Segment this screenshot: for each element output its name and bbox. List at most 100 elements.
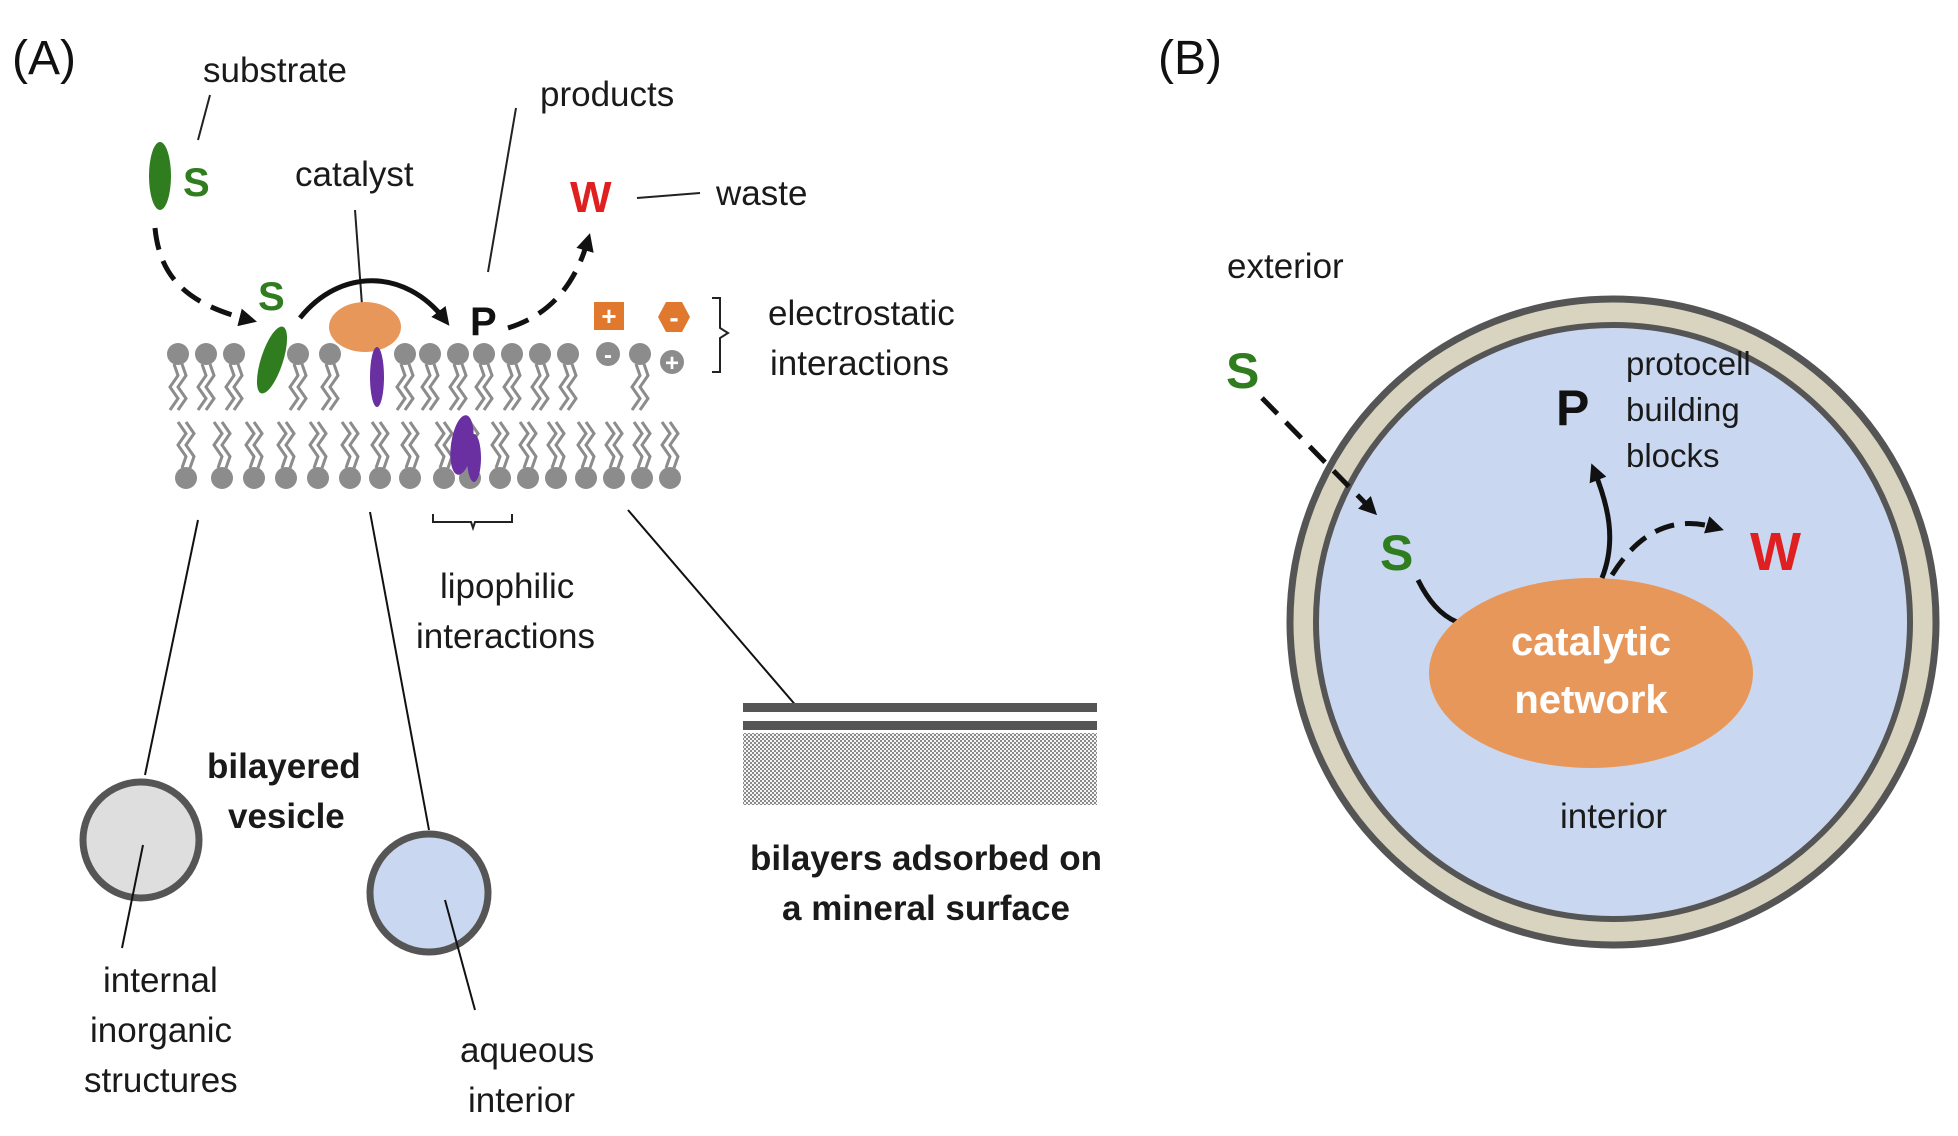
catalyst-anchor <box>370 347 384 407</box>
lipophilic-molecule-2 <box>467 434 481 482</box>
charge-hexagon-minus <box>658 302 690 332</box>
lipid-tail <box>316 421 328 469</box>
lipid-head <box>394 343 416 365</box>
substrate-to-network-line <box>1415 578 1459 625</box>
lipid-tail <box>196 363 208 411</box>
exterior-label: exterior <box>1227 247 1344 286</box>
lipid-head <box>473 343 495 365</box>
lipid-tail <box>212 421 224 469</box>
mineral-label-1: bilayers adsorbed on <box>750 839 1102 878</box>
lipid-tail <box>224 363 236 411</box>
lipid-tail <box>176 421 188 469</box>
vesicle-label-2: vesicle <box>228 797 345 836</box>
lipid-outer <box>394 343 416 411</box>
lipid-tail <box>630 363 642 411</box>
lipid-head <box>287 343 309 365</box>
lipid-head <box>399 467 421 489</box>
lipid-head <box>195 343 217 365</box>
internal-label-2: inorganic <box>90 1011 232 1050</box>
lipid-outer <box>557 343 579 411</box>
building-blocks-label-1: protocell <box>1626 345 1751 382</box>
charge-square-plus <box>594 302 624 330</box>
lipid-tail <box>348 421 360 469</box>
positive-head <box>660 350 684 374</box>
products-leader <box>487 107 517 273</box>
vesicle-leader <box>144 519 199 776</box>
lipid-head <box>501 343 523 365</box>
lipid-tail <box>428 363 440 411</box>
lipid-tail <box>288 363 300 411</box>
catalyst-label: catalyst <box>295 155 414 194</box>
lipid-head <box>211 467 233 489</box>
lipid-tail <box>276 421 288 469</box>
lipid-outer <box>319 343 341 411</box>
lipid-inner <box>603 421 625 489</box>
lipid-head <box>175 467 197 489</box>
charge-minus-symbol: - <box>669 302 678 333</box>
lipid-outer <box>419 343 441 411</box>
waste-leader <box>636 192 701 199</box>
negative-head <box>596 342 620 366</box>
lipid-tail <box>378 421 390 469</box>
lipid-tail <box>584 421 596 469</box>
waste-arrow <box>1609 516 1724 577</box>
lipid-tail <box>320 363 332 411</box>
lipid-inner <box>275 421 297 489</box>
lipid-tail <box>502 363 514 411</box>
waste-symbol: W <box>570 173 612 222</box>
lipid-tail <box>408 421 420 469</box>
interior-waste-symbol: W <box>1750 522 1801 582</box>
mineral-surface <box>743 733 1097 805</box>
lipid-head <box>319 343 341 365</box>
lipid-tail <box>284 421 296 469</box>
electrostatic-bracket <box>712 297 730 373</box>
lipid-outer <box>447 343 469 411</box>
panel-b-label: (B) <box>1158 32 1222 85</box>
substrate-symbol: S <box>183 161 210 205</box>
lipid-tail <box>204 363 216 411</box>
lipid-head <box>243 467 265 489</box>
charge-plus-symbol: + <box>601 301 616 331</box>
lipid-tail <box>244 421 256 469</box>
lipid-head <box>517 467 539 489</box>
lipid-tail <box>576 421 588 469</box>
lipid-head <box>489 467 511 489</box>
lipid-head <box>545 467 567 489</box>
lipid-outer <box>167 343 189 411</box>
lipid-inner <box>243 421 265 489</box>
panel-a: (A) substrate S S catalyst products P W … <box>12 32 1102 1120</box>
lipid-inner <box>399 421 421 489</box>
lipid-tail <box>518 421 530 469</box>
electrostatic-label-1: electrostatic <box>768 294 955 333</box>
lipid-tail <box>604 421 616 469</box>
network-label-1: catalytic <box>1511 620 1671 664</box>
panel-b: (B) exterior S S catalytic network P W p… <box>1158 32 1940 949</box>
lipid-tail <box>474 363 486 411</box>
exterior-substrate-symbol: S <box>1226 343 1259 399</box>
lipid-bilayer <box>167 343 681 489</box>
lipid-head <box>369 467 391 489</box>
lipid-tail <box>526 421 538 469</box>
lipid-outer <box>223 343 245 411</box>
aqueous-label-1: aqueous <box>460 1031 594 1070</box>
lipid-head <box>629 343 651 365</box>
lipid-head <box>433 467 455 489</box>
catalyst-body <box>329 302 401 352</box>
lipid-inner <box>631 421 653 489</box>
lipid-outer <box>195 343 217 411</box>
lipid-tail <box>308 421 320 469</box>
panel-a-label: (A) <box>12 32 76 85</box>
lipid-inner <box>307 421 329 489</box>
substrate-molecule <box>149 142 171 210</box>
waste-label: waste <box>715 174 807 213</box>
network-label-2: network <box>1514 678 1668 722</box>
lipid-tail <box>232 363 244 411</box>
inorganic-leader <box>121 844 144 949</box>
internal-label-1: internal <box>103 961 218 1000</box>
lipid-tail <box>448 363 460 411</box>
lipid-tail <box>220 421 232 469</box>
lipid-tail <box>632 421 644 469</box>
vesicle-label-1: bilayered <box>207 747 361 786</box>
lipid-tail <box>296 363 308 411</box>
lipid-tail <box>498 421 510 469</box>
